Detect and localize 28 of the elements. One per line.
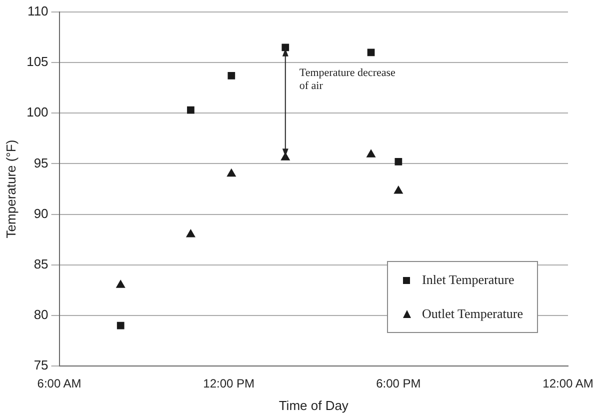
y-tick-label: 80 <box>34 307 48 322</box>
y-tick-label: 75 <box>34 358 48 373</box>
x-tick-label: 12:00 PM <box>203 376 255 391</box>
legend-label: Inlet Temperature <box>422 272 514 288</box>
point <box>394 158 402 166</box>
point <box>367 48 375 56</box>
y-axis-title: Temperature (°F) <box>3 140 18 238</box>
y-tick-label: 110 <box>28 4 48 19</box>
y-tick-label: 85 <box>34 256 48 272</box>
point <box>366 150 376 158</box>
point <box>228 72 236 80</box>
point <box>227 168 236 177</box>
y-tick-label: 100 <box>26 104 48 120</box>
annotation: Temperature decrease of air <box>299 66 396 92</box>
point <box>116 322 124 330</box>
y-tick-label: 95 <box>34 155 48 170</box>
y-tick-label: 90 <box>34 206 48 221</box>
legend-label: Outlet Temperature <box>422 306 523 322</box>
x-tick-label: 12:00 AM <box>542 376 594 391</box>
x-tick-label: 6:00 PM <box>376 376 421 391</box>
y-tick-label: 105 <box>26 54 48 70</box>
point <box>186 230 196 238</box>
point <box>394 186 403 194</box>
point <box>116 280 126 288</box>
point <box>282 44 290 52</box>
x-tick-label: 6:00 AM <box>37 376 82 391</box>
x-axis-title: Time of Day <box>278 398 349 413</box>
point <box>187 106 194 114</box>
